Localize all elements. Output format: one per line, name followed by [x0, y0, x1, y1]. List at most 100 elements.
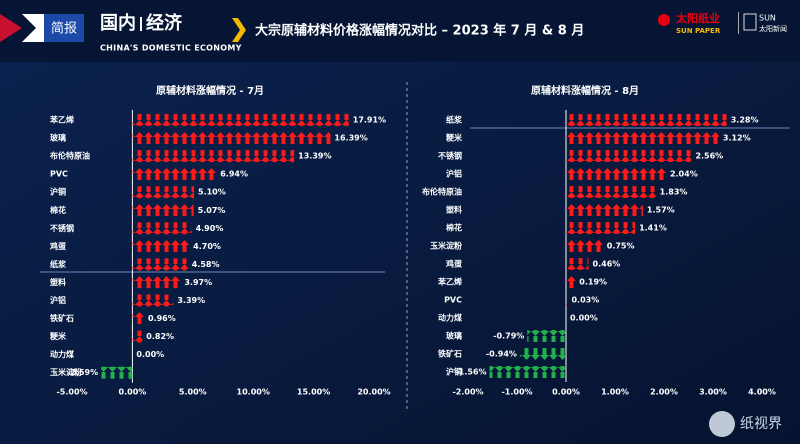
bar	[566, 114, 727, 126]
value-label: 5.07%	[198, 206, 226, 215]
value-label: 0.03%	[571, 296, 599, 305]
x-tick-label: -5.00%	[56, 388, 87, 397]
bar	[132, 168, 217, 181]
chevron	[232, 18, 246, 42]
x-tick-label: 10.00%	[237, 388, 270, 397]
bar	[566, 168, 666, 180]
watermark: 纸视界	[740, 416, 782, 432]
category-label: 纸浆	[50, 259, 67, 269]
bar	[132, 186, 195, 199]
badge	[44, 14, 84, 42]
bar	[132, 240, 190, 253]
watermark-icon	[709, 411, 735, 437]
category-label: 沪铝	[50, 295, 66, 305]
value-label: -0.79%	[493, 332, 524, 341]
category-label: 玉米淀粉	[50, 367, 82, 377]
category-label: 铁矿石	[50, 313, 74, 323]
logo-mark	[22, 14, 44, 42]
bar	[132, 150, 295, 163]
value-label: 6.94%	[220, 170, 248, 179]
category-label: 动力煤	[438, 313, 462, 323]
value-label: 3.39%	[177, 296, 205, 305]
logo-mark	[0, 14, 22, 42]
category-label: 不锈钢	[438, 151, 462, 161]
category-label: 玻璃	[446, 331, 462, 341]
value-label: 3.28%	[731, 116, 759, 125]
value-label: 0.00%	[570, 314, 598, 323]
x-tick-label: 15.00%	[297, 388, 330, 397]
bar	[132, 294, 174, 307]
category-label: 棉花	[446, 223, 462, 233]
value-label: 4.58%	[192, 260, 220, 269]
category-label: 布伦特原油	[49, 151, 90, 161]
category-label: 玉米淀粉	[430, 241, 462, 251]
bar	[132, 276, 181, 289]
value-label: 0.82%	[146, 332, 174, 341]
sun-logo	[658, 14, 670, 26]
category-label: 沪铜	[446, 367, 462, 377]
x-tick-label: 4.00%	[748, 388, 776, 397]
category-label: 苯乙烯	[49, 115, 74, 125]
category-label: 铁矿石	[438, 349, 462, 359]
page-title: 大宗原辅材料价格涨幅情况对比 – 2023 年 7 月 & 8 月	[255, 23, 584, 39]
bar	[519, 348, 566, 360]
value-label: 0.00%	[136, 350, 164, 359]
x-tick-label: -1.00%	[501, 388, 532, 397]
value-label: 13.39%	[298, 152, 331, 161]
bar	[132, 312, 144, 325]
x-tick-label: 20.00%	[357, 388, 390, 397]
value-label: 4.90%	[196, 224, 224, 233]
header-bar	[0, 0, 800, 62]
category-label: 不锈钢	[50, 223, 74, 233]
bar	[132, 330, 143, 343]
bar	[132, 222, 192, 235]
badge-text: 简报	[51, 21, 77, 37]
logo-cn: 太阳纸业	[675, 11, 720, 25]
divider	[140, 17, 142, 31]
bar	[132, 114, 349, 126]
category-label: 鸡蛋	[49, 241, 66, 251]
value-label: 0.19%	[579, 278, 607, 287]
bar	[489, 366, 566, 378]
bar	[566, 240, 603, 252]
x-tick-label: -2.00%	[452, 388, 483, 397]
category-label: 棉花	[50, 205, 66, 215]
logo-en: SUN PAPER	[676, 27, 721, 35]
category-label: 塑料	[446, 205, 462, 215]
value-label: 3.97%	[184, 278, 212, 287]
value-label: -1.56%	[455, 368, 486, 377]
section-b: 经济	[146, 12, 183, 34]
value-label: 16.39%	[334, 134, 367, 143]
value-label: -0.94%	[486, 350, 517, 359]
category-label: 鸡蛋	[445, 259, 462, 269]
value-label: 1.83%	[660, 188, 688, 197]
divider	[738, 12, 739, 34]
bar	[566, 204, 643, 216]
category-label: PVC	[50, 170, 68, 179]
logo2-en: SUN	[759, 14, 776, 23]
news-logo	[743, 13, 757, 31]
category-label: 粳米	[445, 133, 463, 143]
category-label: 粳米	[49, 331, 67, 341]
category-label: 动力煤	[50, 349, 74, 359]
x-tick-label: 5.00%	[179, 388, 207, 397]
logo2-cn: 太阳新闻	[759, 24, 787, 33]
bar	[566, 150, 692, 162]
bar	[132, 132, 331, 145]
section-a: 国内	[100, 12, 136, 34]
bar	[101, 366, 133, 379]
bar	[566, 132, 719, 144]
bar	[566, 276, 576, 288]
bar	[566, 186, 656, 198]
value-label: 17.91%	[353, 116, 386, 125]
value-label: 3.12%	[723, 134, 751, 143]
x-tick-label: 3.00%	[699, 388, 727, 397]
x-tick-label: 0.00%	[552, 388, 580, 397]
bar	[527, 330, 566, 342]
value-label: 1.57%	[647, 206, 675, 215]
value-label: -2.59%	[67, 368, 98, 377]
value-label: 5.10%	[198, 188, 226, 197]
chart-title: 原辅材料涨幅情况 - 8月	[531, 84, 639, 97]
